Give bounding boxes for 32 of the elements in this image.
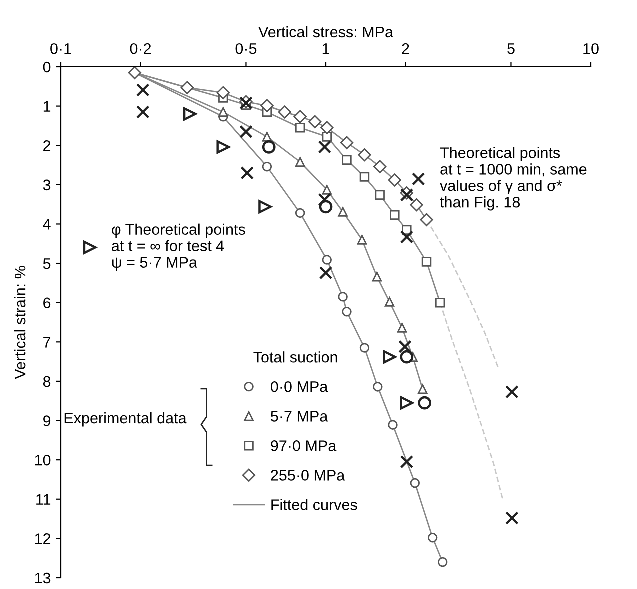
x-tick-label: 2 [402,43,410,54]
annotation: Experimental data [64,412,187,427]
y-tick-label: 2 [44,140,51,152]
y-tick-label: 3 [43,180,51,191]
y-tick-label: 6 [44,298,51,309]
x-tick-label: 0·5 [236,43,257,54]
x-tick-label: 1 [322,44,330,54]
legend-label: 255·0 MPa [271,470,346,481]
y-tick-label: 0 [43,62,51,73]
y-tick-label: 7 [44,337,51,348]
y-axis-title: Vertical strain: % [14,266,26,380]
legend-label: φ Theoretical points at t = ∞ for test 4 ψ = 5·7 MPa [112,224,246,271]
y-tick-label: 11 [36,494,51,505]
x-axis-title: Vertical stress: MPa [258,26,394,38]
x-tick-label: 0·1 [50,43,72,54]
y-tick-label: 10 [35,454,51,466]
y-tick-label: 4 [43,219,51,230]
y-tick-label: 1 [44,101,51,112]
y-tick-label: 9 [44,416,51,426]
legend-label: 5·7 MPa [271,411,328,422]
legend-label: 97·0 MPa [271,440,337,452]
y-tick-label: 13 [35,572,51,584]
x-tick-label: 10 [584,43,599,54]
legend-label: Theoretical points at t = 1000 min, same values of γ and σ* than Fig. 18 [440,147,587,211]
legend-label: 0·0 MPa [271,382,328,392]
legend-label: Fitted curves [272,499,358,510]
x-tick-label: 0·2 [130,43,152,54]
x-tick-label: 5 [508,44,515,54]
y-tick-label: 5 [43,258,51,270]
y-tick-label: 12 [35,534,51,544]
legend-title: Total suction [254,352,338,363]
y-tick-label: 8 [43,376,51,388]
